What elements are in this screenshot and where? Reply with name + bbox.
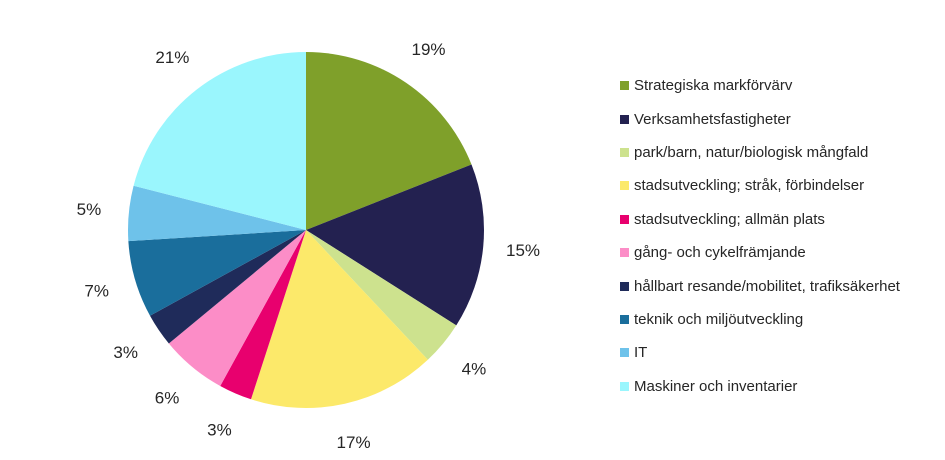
pie-slice xyxy=(128,230,306,316)
legend-swatch xyxy=(620,81,629,91)
chart-legend: Strategiska markförvärv Verksamhetsfastig… xyxy=(620,69,900,403)
pie-slice xyxy=(133,51,306,231)
legend-item: hållbart resande/mobilitet, trafiksäkerh… xyxy=(620,269,900,302)
legend-label: hållbart resande/mobilitet, trafiksäkerh… xyxy=(634,277,900,295)
legend-label: stadsutveckling; stråk, förbindelser xyxy=(634,177,865,195)
legend-swatch xyxy=(620,348,629,358)
pie-slice xyxy=(306,52,472,230)
pie-slice xyxy=(250,230,428,408)
legend-item: IT xyxy=(620,336,900,369)
legend-swatch xyxy=(620,114,629,124)
legend-label: teknik och miljöutveckling xyxy=(634,310,804,328)
legend-swatch xyxy=(620,248,629,258)
pie-slice xyxy=(220,230,306,400)
pie-slice xyxy=(306,164,484,326)
legend-item: Strategiska markförvärv xyxy=(620,69,900,102)
legend-item: teknik och miljöutveckling xyxy=(620,303,900,336)
legend-label: gång- och cykelfrämjande xyxy=(634,244,806,262)
legend-label: Strategiska markförvärv xyxy=(634,77,793,95)
legend-item: Maskiner och inventarier xyxy=(620,370,900,403)
pie-slice xyxy=(168,230,306,386)
legend-swatch xyxy=(620,147,629,157)
slice-value-label: 4% xyxy=(462,359,487,378)
legend-label: park/barn, natur/biologisk mångfald xyxy=(634,143,869,161)
legend-swatch xyxy=(620,181,629,191)
legend-item: park/barn, natur/biologisk mångfald xyxy=(620,136,900,169)
legend-swatch xyxy=(620,281,629,291)
legend-label: IT xyxy=(634,344,648,362)
pie-slice xyxy=(306,230,457,360)
legend-item: stadsutveckling; allmän plats xyxy=(620,203,900,236)
slice-value-label: 3% xyxy=(207,421,232,440)
pie-slice xyxy=(150,230,306,344)
legend-label: Maskiner och inventarier xyxy=(634,377,798,395)
slice-value-label: 17% xyxy=(337,433,371,452)
legend-swatch xyxy=(620,214,629,224)
legend-item: stadsutveckling; stråk, förbindelser xyxy=(620,169,900,202)
legend-label: Verksamhetsfastigheter xyxy=(634,110,791,128)
slice-value-label: 3% xyxy=(113,343,138,362)
legend-label: stadsutveckling; allmän plats xyxy=(634,210,825,228)
legend-swatch xyxy=(620,381,629,391)
pie-slice xyxy=(128,185,306,242)
slice-value-label: 6% xyxy=(155,388,180,407)
slice-value-label: 7% xyxy=(84,281,109,300)
legend-swatch xyxy=(620,314,629,324)
legend-item: gång- och cykelfrämjande xyxy=(620,236,900,269)
slice-value-label: 21% xyxy=(155,48,189,67)
slice-value-label: 19% xyxy=(412,40,446,59)
legend-item: Verksamhetsfastigheter xyxy=(620,102,900,135)
slice-value-label: 15% xyxy=(506,241,540,260)
slice-value-label: 5% xyxy=(77,200,102,219)
